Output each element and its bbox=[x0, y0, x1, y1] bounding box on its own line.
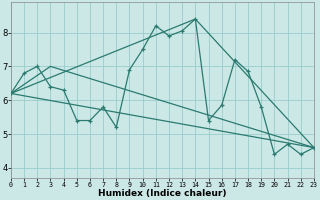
X-axis label: Humidex (Indice chaleur): Humidex (Indice chaleur) bbox=[98, 189, 227, 198]
